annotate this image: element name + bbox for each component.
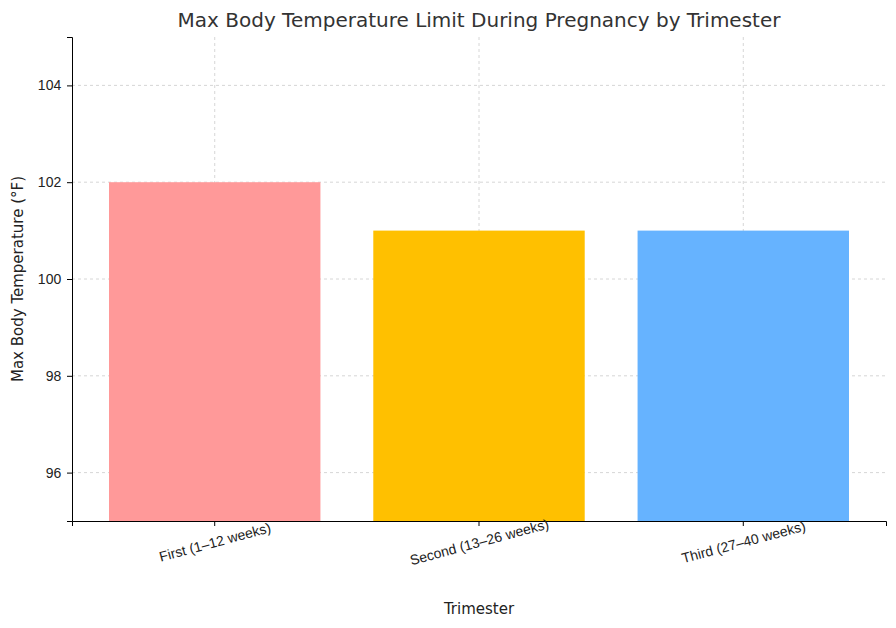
tick: 96 <box>46 465 72 481</box>
tick: 100 <box>38 271 72 287</box>
x-axis-title: Trimester <box>443 600 515 618</box>
bar <box>373 231 584 521</box>
tick: Third (27–40 weeks) <box>680 518 807 566</box>
title: Max Body Temperature Limit During Pregna… <box>178 8 782 32</box>
tick: First (1–12 weeks) <box>157 519 272 564</box>
bar <box>638 231 849 521</box>
tick-mark <box>743 521 744 526</box>
tick-mark <box>67 85 72 86</box>
plot: 96 98 100 102 104 First (1–12 weeks) Second (1… <box>38 37 887 568</box>
tick-label: 96 <box>46 465 62 481</box>
y-axis: 96 98 100 102 104 <box>38 38 73 522</box>
tick-label: 98 <box>46 368 62 384</box>
tick-mark <box>479 521 480 526</box>
bars <box>109 182 849 521</box>
axis-line <box>67 38 73 522</box>
tick-label: 100 <box>38 271 62 287</box>
tick-mark <box>67 376 72 377</box>
x-axis: First (1–12 weeks) Second (13–26 weeks) Th… <box>73 516 887 569</box>
tick-mark <box>67 182 72 183</box>
tick-label: Second (13–26 weeks) <box>408 516 550 569</box>
tick-mark <box>214 521 215 526</box>
grid <box>72 37 886 521</box>
tick-mark <box>67 279 72 280</box>
tick: 102 <box>38 174 72 190</box>
y-axis-title: Max Body Temperature (°F) <box>9 176 27 382</box>
tick-label: 102 <box>38 174 62 190</box>
tick-label: First (1–12 weeks) <box>157 519 272 564</box>
axis-line <box>73 522 887 527</box>
tick-mark <box>67 473 72 474</box>
tick: Second (13–26 weeks) <box>408 516 550 569</box>
tick-label: 104 <box>38 77 62 93</box>
chart: 96 98 100 102 104 First (1–12 weeks) Second (1… <box>0 0 896 628</box>
bar <box>109 182 320 521</box>
tick-label: Third (27–40 weeks) <box>680 518 807 566</box>
tick: 104 <box>38 77 72 93</box>
tick: 98 <box>46 368 72 384</box>
